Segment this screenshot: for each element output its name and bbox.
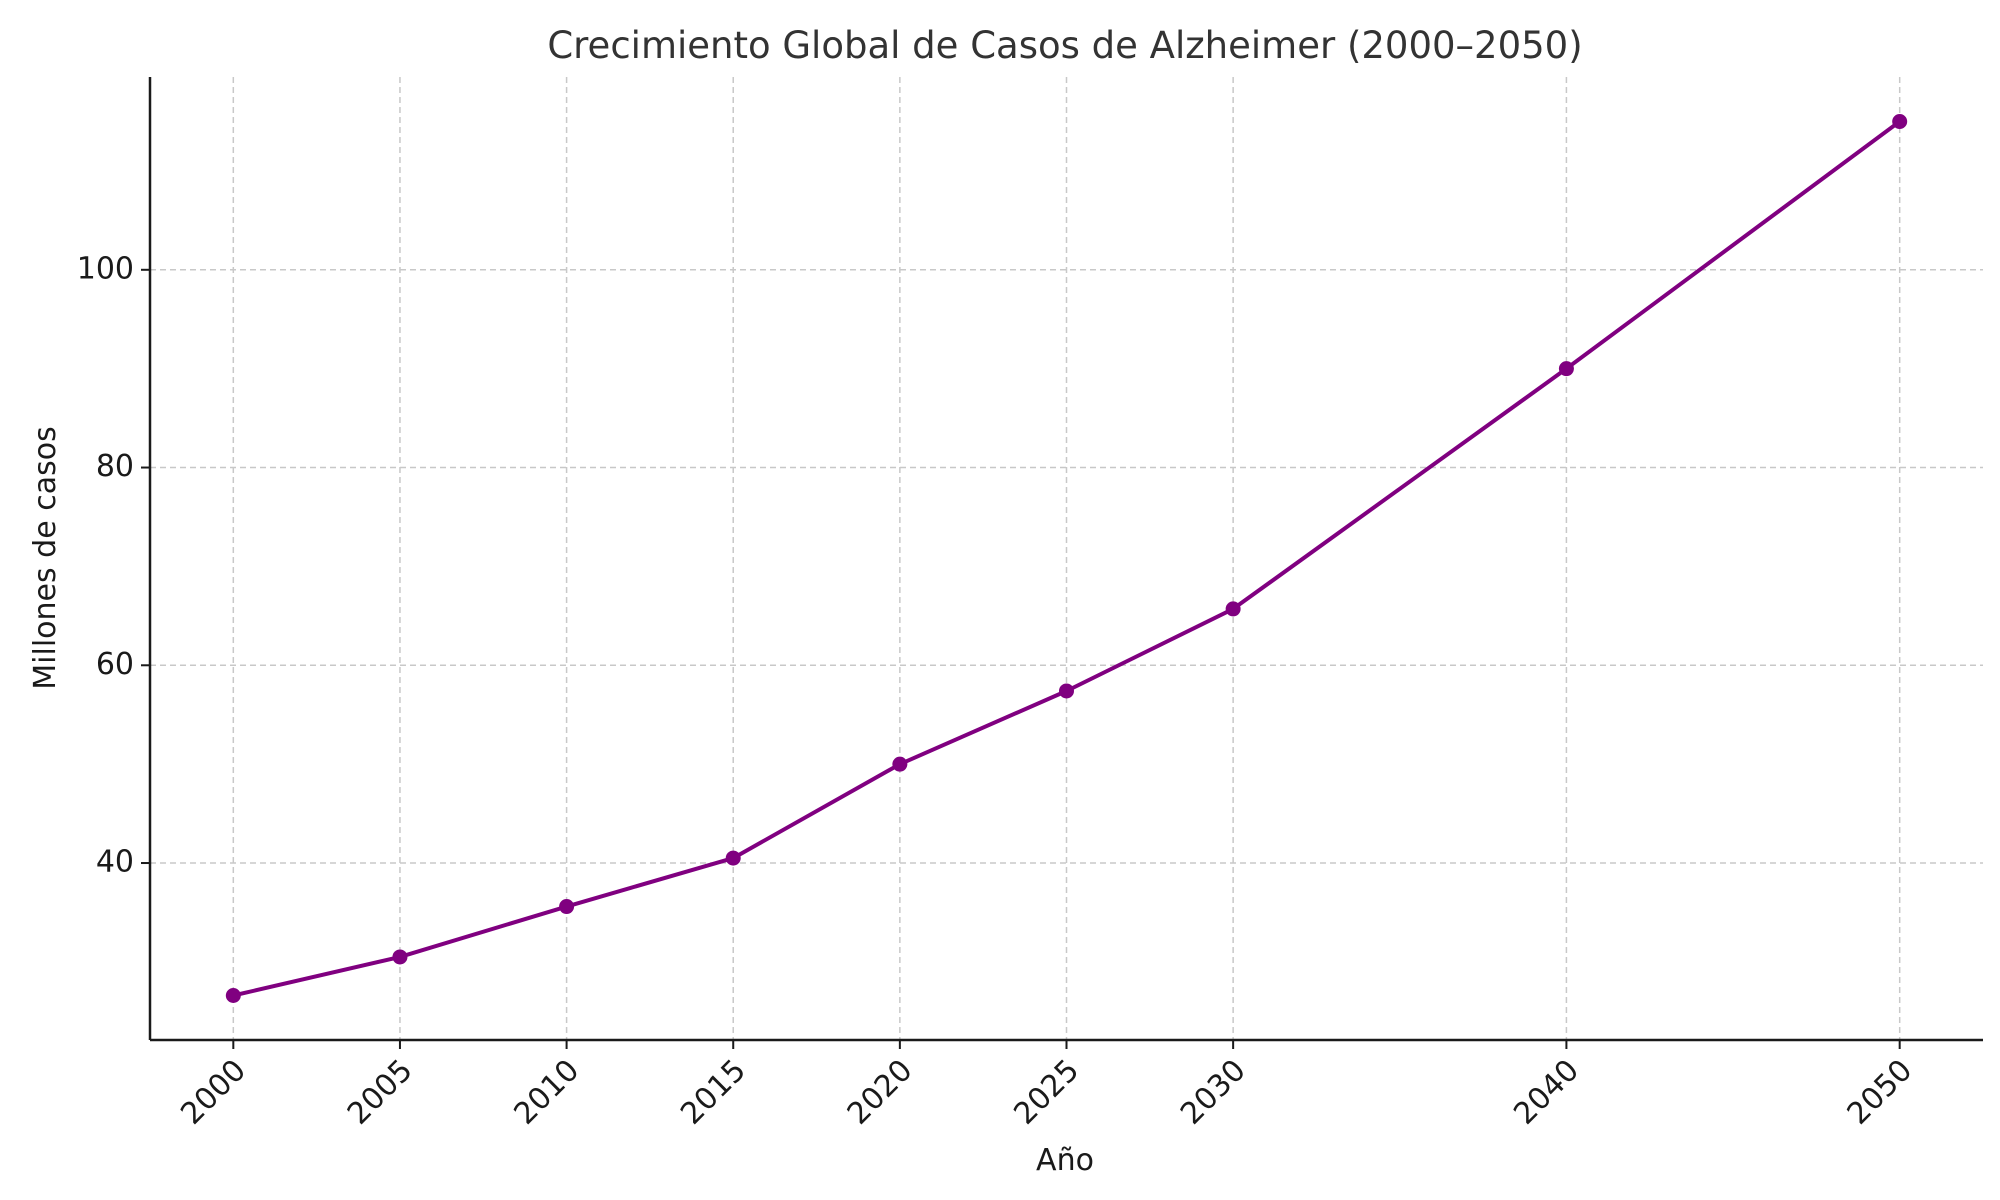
y-tick-label: 80 [96,449,134,484]
data-point [1059,683,1074,699]
ticks: 2000 2005 2010 2015 2020 2025 2030 2040 2050 40 60… [77,251,1920,1131]
x-axis-label: Año [1036,1143,1094,1178]
x-tick-label: 2025 [1007,1053,1086,1132]
x-tick-label: 2010 [508,1053,587,1132]
data-point [559,899,575,915]
data-point [1558,361,1574,377]
y-tick-label: 60 [96,647,134,682]
data-point [1892,113,1908,129]
data-point [892,756,908,772]
x-tick-label: 2050 [1841,1053,1920,1132]
data-point [1225,601,1241,617]
data-point [392,949,408,965]
data-point [225,988,241,1004]
x-tick-label: 2015 [674,1053,753,1132]
x-tick-label: 2030 [1174,1053,1253,1132]
x-tick-label: 2000 [174,1053,253,1132]
chart-title: Crecimiento Global de Casos de Alzheimer… [547,24,1582,67]
x-tick-label: 2040 [1507,1053,1586,1132]
y-tick-label: 100 [77,251,134,286]
x-tick-label: 2020 [841,1053,920,1132]
x-tick-label: 2005 [341,1053,420,1132]
data-point [725,850,741,866]
y-tick-label: 40 [96,845,134,880]
grid [150,77,1983,1040]
y-axis-label: Millones de casos [28,426,63,689]
series [225,113,1908,1004]
